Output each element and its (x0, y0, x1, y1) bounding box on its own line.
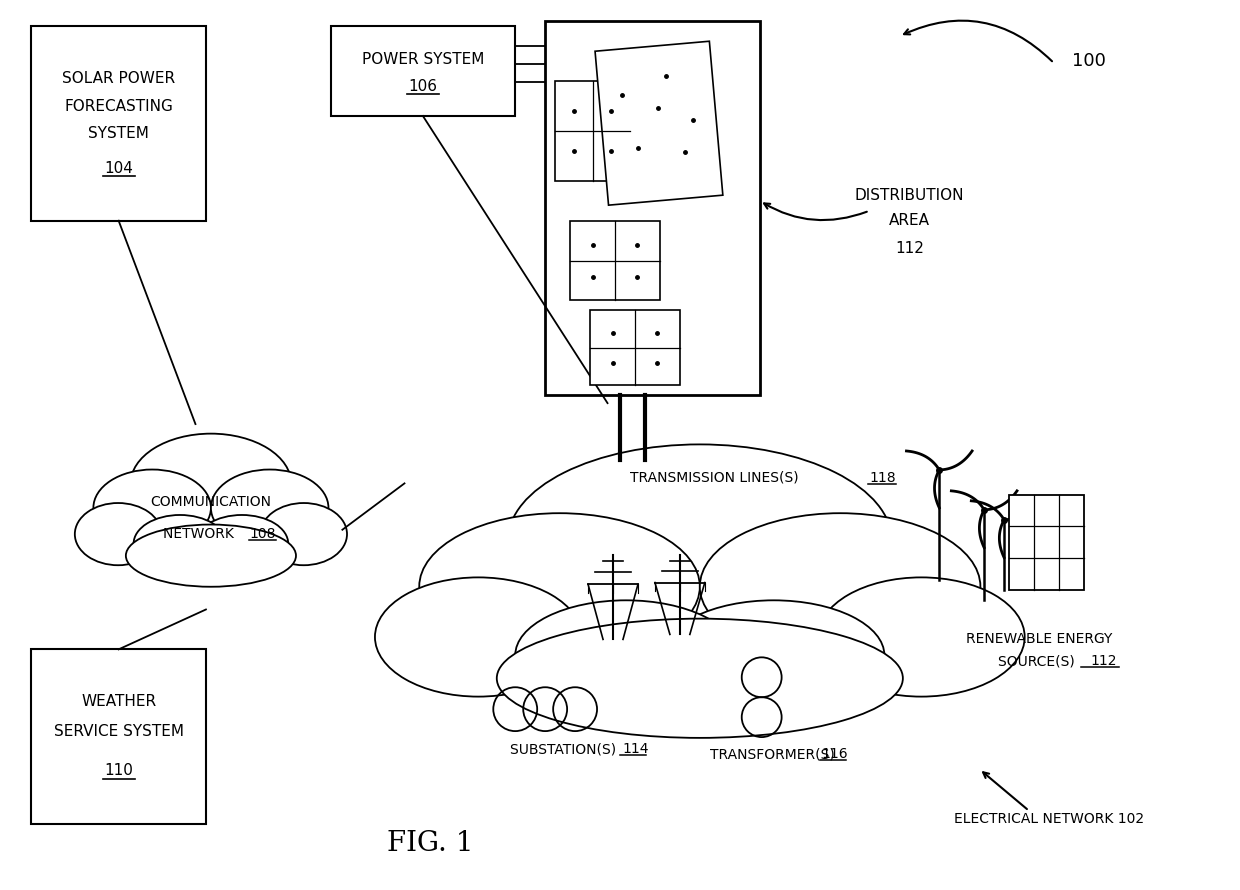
Text: RENEWABLE ENERGY: RENEWABLE ENERGY (966, 633, 1112, 646)
Text: ELECTRICAL NETWORK 102: ELECTRICAL NETWORK 102 (954, 812, 1145, 826)
Text: 104: 104 (104, 161, 133, 176)
Text: WEATHER: WEATHER (81, 693, 156, 708)
Bar (331, 27, 516, 116)
Bar (1009, 495, 1084, 589)
Polygon shape (595, 41, 723, 206)
Text: SERVICE SYSTEM: SERVICE SYSTEM (53, 724, 184, 739)
Text: FORECASTING: FORECASTING (64, 99, 174, 114)
Text: SYSTEM: SYSTEM (88, 126, 149, 142)
Text: AREA: AREA (889, 214, 930, 228)
Text: COMMUNICATION: COMMUNICATION (150, 495, 272, 509)
Bar (546, 21, 760, 395)
Text: TRANSMISSION LINES(S): TRANSMISSION LINES(S) (630, 471, 804, 485)
Text: 100: 100 (1073, 53, 1106, 70)
Text: SUBSTATION(S): SUBSTATION(S) (510, 742, 621, 756)
Text: TRANSFORMER(S): TRANSFORMER(S) (709, 747, 839, 761)
Bar (31, 650, 206, 824)
Text: POWER SYSTEM: POWER SYSTEM (362, 52, 484, 67)
Bar (590, 311, 680, 385)
Text: SOURCE(S): SOURCE(S) (998, 654, 1080, 668)
Text: DISTRIBUTION: DISTRIBUTION (854, 189, 965, 203)
Text: FIG. 1: FIG. 1 (387, 830, 474, 857)
Text: NETWORK: NETWORK (164, 527, 238, 541)
Bar (31, 27, 206, 221)
Bar (556, 81, 630, 181)
Text: 108: 108 (249, 527, 277, 541)
Text: 114: 114 (622, 742, 649, 756)
Text: 118: 118 (869, 471, 897, 485)
Text: 116: 116 (822, 747, 848, 761)
Text: SOLAR POWER: SOLAR POWER (62, 70, 175, 85)
Text: 112: 112 (895, 241, 924, 256)
Text: 112: 112 (1091, 654, 1117, 668)
Bar (570, 221, 660, 301)
Text: 110: 110 (104, 764, 133, 779)
Text: 106: 106 (408, 78, 438, 93)
